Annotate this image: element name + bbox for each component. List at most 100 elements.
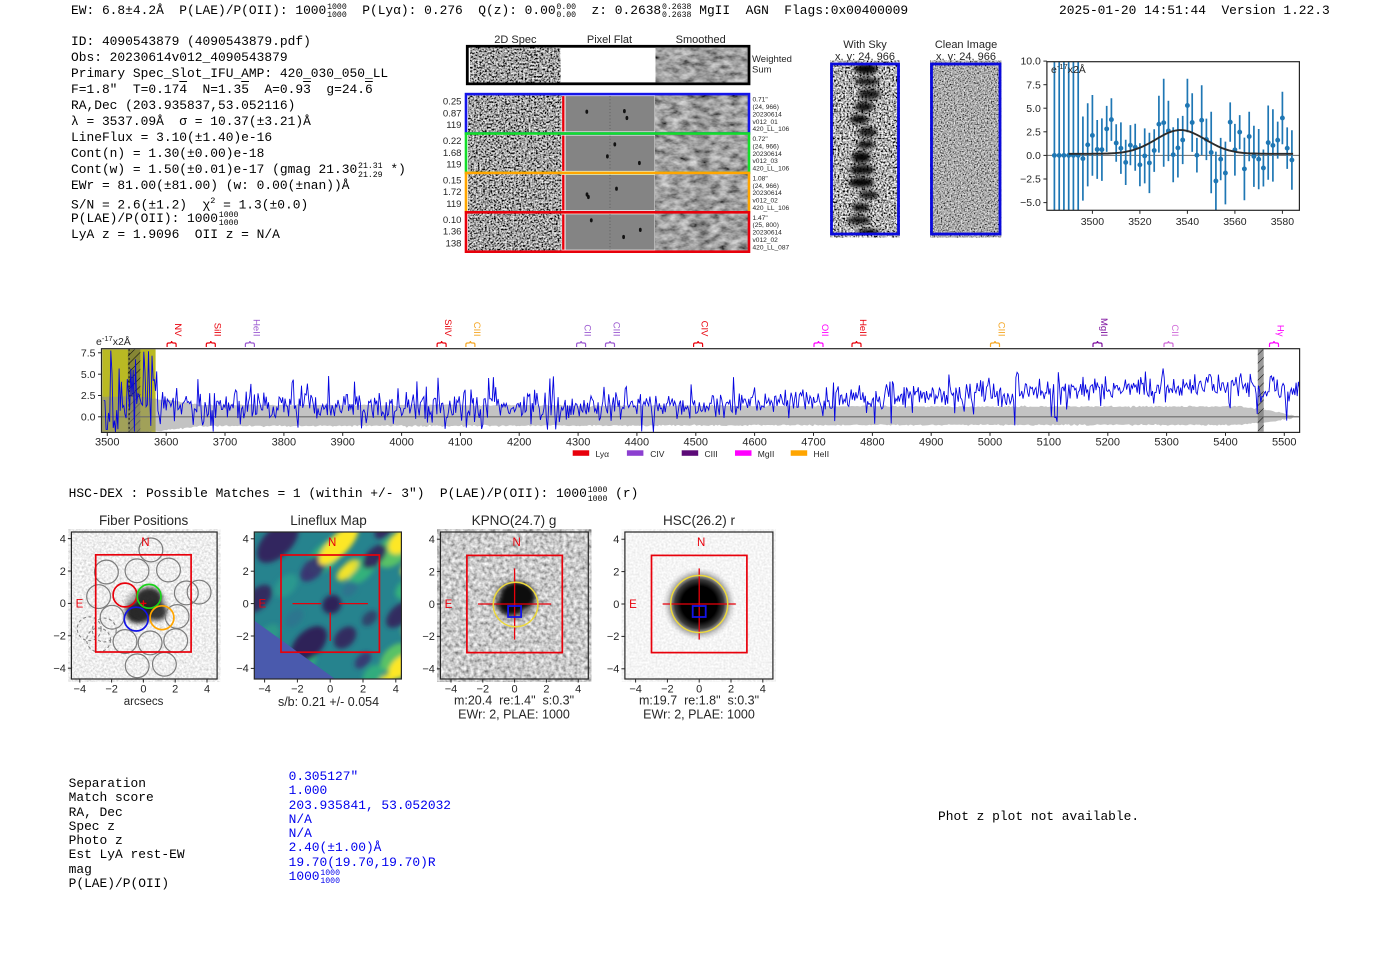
svg-text:420_LL_106: 420_LL_106: [753, 205, 790, 212]
svg-text:4200: 4200: [507, 437, 531, 449]
svg-text:m:19.7 re:1.8" s:0.3": m:19.7 re:1.8" s:0.3": [639, 694, 759, 708]
svg-text:MgII: MgII: [758, 449, 775, 459]
svg-text:3560: 3560: [1223, 216, 1247, 228]
svg-text:NV: NV: [172, 323, 183, 337]
svg-text:3500: 3500: [1081, 216, 1105, 228]
svg-text:3800: 3800: [272, 437, 296, 449]
svg-text:0: 0: [60, 598, 66, 610]
svg-text:2.5: 2.5: [1026, 126, 1041, 138]
svg-text:3540: 3540: [1176, 216, 1200, 228]
svg-text:20230614: 20230614: [753, 190, 783, 197]
svg-text:MgII: MgII: [1098, 318, 1109, 336]
svg-text:4800: 4800: [860, 437, 884, 449]
svg-text:Pixel Flat: Pixel Flat: [587, 34, 632, 46]
svg-text:3900: 3900: [330, 437, 354, 449]
svg-text:4000: 4000: [389, 437, 413, 449]
svg-text:4400: 4400: [625, 437, 649, 449]
svg-text:−4: −4: [258, 684, 271, 696]
svg-text:−2: −2: [477, 684, 490, 696]
svg-text:3600: 3600: [154, 437, 178, 449]
svg-text:−4: −4: [53, 663, 66, 675]
svg-text:0.15: 0.15: [443, 175, 462, 186]
svg-text:20230614: 20230614: [753, 151, 783, 158]
svg-text:4500: 4500: [684, 437, 708, 449]
svg-text:HeII: HeII: [814, 449, 830, 459]
svg-text:v012_02: v012_02: [753, 198, 779, 205]
svg-text:2: 2: [172, 684, 178, 696]
svg-text:4100: 4100: [448, 437, 472, 449]
svg-text:5200: 5200: [1096, 437, 1120, 449]
svg-text:CIV: CIV: [650, 449, 665, 459]
svg-text:5100: 5100: [1037, 437, 1061, 449]
svg-text:N: N: [328, 537, 336, 549]
svg-text:4: 4: [393, 684, 399, 696]
svg-text:1.68: 1.68: [443, 148, 462, 159]
svg-text:arcsecs: arcsecs: [124, 696, 164, 708]
svg-text:2: 2: [543, 684, 549, 696]
svg-text:2: 2: [429, 566, 435, 578]
svg-text:5000: 5000: [978, 437, 1002, 449]
svg-text:20230614: 20230614: [753, 111, 783, 118]
svg-text:2.5: 2.5: [81, 390, 96, 402]
svg-text:2: 2: [728, 684, 734, 696]
svg-text:E: E: [629, 599, 637, 611]
svg-text:0: 0: [429, 599, 435, 611]
svg-text:3520: 3520: [1128, 216, 1152, 228]
svg-text:s/b: 0.21 +/- 0.054: s/b: 0.21 +/- 0.054: [278, 695, 379, 709]
svg-text:SiII: SiII: [211, 323, 222, 337]
svg-text:−2: −2: [53, 631, 66, 643]
svg-text:HeII: HeII: [857, 319, 868, 336]
svg-text:m:20.4 re:1.4" s:0.3": m:20.4 re:1.4" s:0.3": [454, 694, 574, 708]
svg-text:5300: 5300: [1154, 437, 1178, 449]
svg-text:5400: 5400: [1213, 437, 1237, 449]
svg-text:0.72": 0.72": [753, 136, 769, 143]
svg-text:E: E: [445, 599, 453, 611]
svg-text:0: 0: [613, 599, 619, 611]
svg-text:e-17x2Å: e-17x2Å: [1051, 62, 1086, 76]
svg-text:20230614: 20230614: [753, 230, 783, 237]
svg-text:0: 0: [243, 598, 249, 610]
svg-text:4700: 4700: [801, 437, 825, 449]
svg-text:4: 4: [575, 684, 581, 696]
svg-text:420_LL_106: 420_LL_106: [753, 126, 790, 133]
svg-text:Hγ: Hγ: [1275, 325, 1286, 337]
svg-text:119: 119: [446, 199, 461, 210]
svg-text:EWr: 2, PLAE: 1000: EWr: 2, PLAE: 1000: [643, 708, 755, 722]
svg-text:420_LL_106: 420_LL_106: [753, 166, 790, 173]
svg-text:2: 2: [360, 684, 366, 696]
svg-text:2: 2: [243, 566, 249, 578]
svg-text:4900: 4900: [919, 437, 943, 449]
svg-text:3700: 3700: [213, 437, 237, 449]
svg-text:N: N: [141, 537, 149, 549]
svg-text:OII: OII: [819, 324, 830, 337]
svg-text:−2: −2: [422, 631, 435, 643]
svg-text:−4: −4: [445, 684, 458, 696]
svg-text:5.0: 5.0: [1026, 103, 1041, 115]
svg-text:v012_01: v012_01: [753, 119, 779, 126]
svg-text:N: N: [512, 537, 520, 549]
svg-text:Lyα: Lyα: [596, 449, 610, 459]
svg-text:−4: −4: [629, 684, 642, 696]
svg-text:E: E: [258, 599, 266, 611]
svg-text:HeII: HeII: [250, 319, 261, 336]
svg-text:Lineflux Map: Lineflux Map: [290, 513, 367, 528]
svg-text:1.08": 1.08": [753, 175, 769, 182]
svg-text:10.0: 10.0: [1020, 56, 1041, 68]
svg-text:With Sky: With Sky: [843, 39, 887, 51]
svg-text:4: 4: [60, 533, 66, 545]
svg-text:138: 138: [445, 238, 461, 249]
svg-text:CIII: CIII: [996, 322, 1007, 337]
svg-text:1.72: 1.72: [443, 187, 462, 198]
svg-text:CIII: CIII: [705, 449, 718, 459]
svg-text:CIV: CIV: [699, 321, 710, 338]
svg-text:N: N: [697, 537, 705, 549]
svg-text:5500: 5500: [1272, 437, 1296, 449]
svg-text:4: 4: [613, 534, 619, 546]
svg-text:0: 0: [512, 684, 518, 696]
svg-text:2D Spec: 2D Spec: [494, 34, 537, 46]
svg-text:CIII: CIII: [611, 322, 622, 337]
svg-text:2: 2: [60, 566, 66, 578]
svg-text:0.10: 0.10: [443, 215, 462, 226]
svg-text:SiIV: SiIV: [442, 319, 453, 337]
svg-text:Fiber Positions: Fiber Positions: [99, 513, 189, 528]
